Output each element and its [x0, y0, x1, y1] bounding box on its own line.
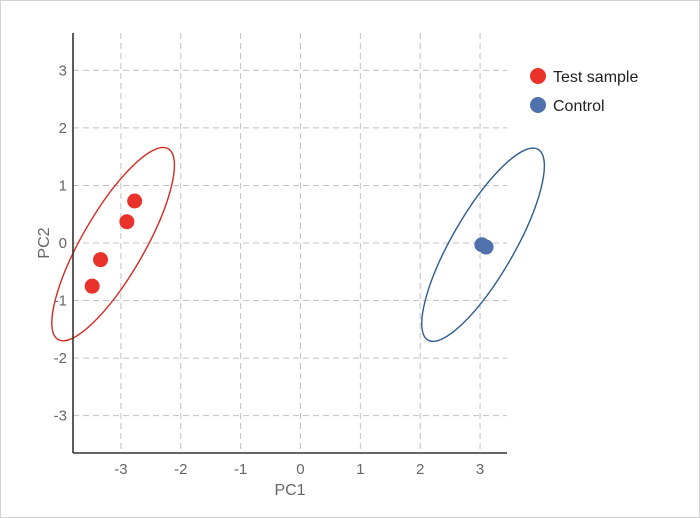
y-tick-label: -1 — [54, 293, 67, 310]
y-tick-label: 2 — [59, 120, 67, 137]
legend-marker-0 — [530, 68, 546, 84]
grid-lines — [73, 33, 507, 453]
point-series-0-3 — [127, 193, 143, 209]
point-series-1-1 — [478, 239, 494, 255]
x-tick-label: -3 — [114, 461, 127, 478]
ellipse-series-0 — [51, 146, 176, 342]
y-tick-label: 3 — [59, 62, 67, 79]
tick-labels: -3 -2 -1 0 1 2 3 3 2 1 0 -1 -2 -3 — [54, 62, 485, 478]
legend-label-1: Control — [553, 98, 605, 115]
x-tick-label: 3 — [476, 461, 484, 478]
x-axis-title: PC1 — [274, 482, 305, 499]
x-tick-label: 2 — [416, 461, 424, 478]
x-tick-label: 0 — [296, 461, 304, 478]
y-tick-label: -2 — [54, 350, 67, 367]
x-tick-label: -2 — [174, 461, 187, 478]
y-tick-label: 1 — [59, 177, 67, 194]
point-series-0-1 — [93, 252, 109, 268]
confidence-ellipses — [51, 146, 546, 343]
y-tick-label: -3 — [54, 408, 67, 425]
y-tick-label: 0 — [59, 235, 67, 252]
legend: Test sample Control — [530, 68, 638, 115]
ellipse-series-1 — [421, 147, 546, 343]
axes — [72, 33, 507, 454]
point-series-0-0 — [84, 278, 100, 294]
x-tick-label: 1 — [356, 461, 364, 478]
legend-label-0: Test sample — [553, 69, 638, 86]
x-tick-label: -1 — [234, 461, 247, 478]
y-axis-title: PC2 — [36, 227, 53, 258]
data-points — [84, 193, 494, 294]
point-series-0-2 — [119, 214, 135, 230]
legend-marker-1 — [530, 97, 546, 113]
